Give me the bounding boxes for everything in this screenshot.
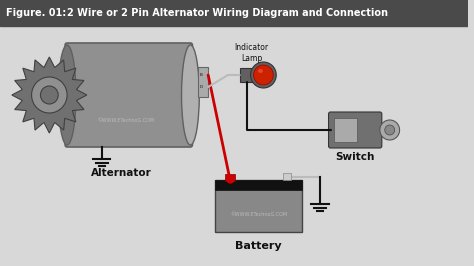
Circle shape bbox=[254, 65, 273, 85]
Text: ©WWW.ETechnoG.COM: ©WWW.ETechnoG.COM bbox=[230, 213, 287, 218]
FancyBboxPatch shape bbox=[65, 43, 192, 147]
Text: D: D bbox=[200, 85, 203, 89]
Ellipse shape bbox=[258, 69, 263, 73]
Circle shape bbox=[32, 77, 67, 113]
Text: Alternator: Alternator bbox=[91, 168, 152, 178]
Circle shape bbox=[380, 120, 400, 140]
Bar bbox=[225, 174, 235, 181]
Bar bbox=[240, 68, 254, 82]
Circle shape bbox=[251, 62, 276, 88]
Text: B: B bbox=[200, 73, 203, 77]
Bar bbox=[215, 180, 302, 232]
Bar bbox=[335, 118, 357, 142]
Text: ©WWW.ETechnoG.COM: ©WWW.ETechnoG.COM bbox=[98, 118, 155, 123]
Text: Figure. 01:: Figure. 01: bbox=[6, 8, 66, 18]
Ellipse shape bbox=[58, 45, 76, 145]
Text: Switch: Switch bbox=[336, 152, 375, 162]
Ellipse shape bbox=[182, 45, 199, 145]
Text: Indicator
Lamp: Indicator Lamp bbox=[235, 43, 269, 63]
Polygon shape bbox=[12, 57, 87, 133]
Bar bbox=[198, 67, 208, 97]
Bar bbox=[0, 0, 468, 26]
Circle shape bbox=[40, 86, 58, 104]
Bar bbox=[215, 180, 302, 190]
FancyBboxPatch shape bbox=[328, 112, 382, 148]
Circle shape bbox=[385, 125, 395, 135]
Bar bbox=[283, 173, 291, 180]
Text: Battery: Battery bbox=[235, 241, 282, 251]
Text: 2 Wire or 2 Pin Alternator Wiring Diagram and Connection: 2 Wire or 2 Pin Alternator Wiring Diagra… bbox=[67, 8, 388, 18]
